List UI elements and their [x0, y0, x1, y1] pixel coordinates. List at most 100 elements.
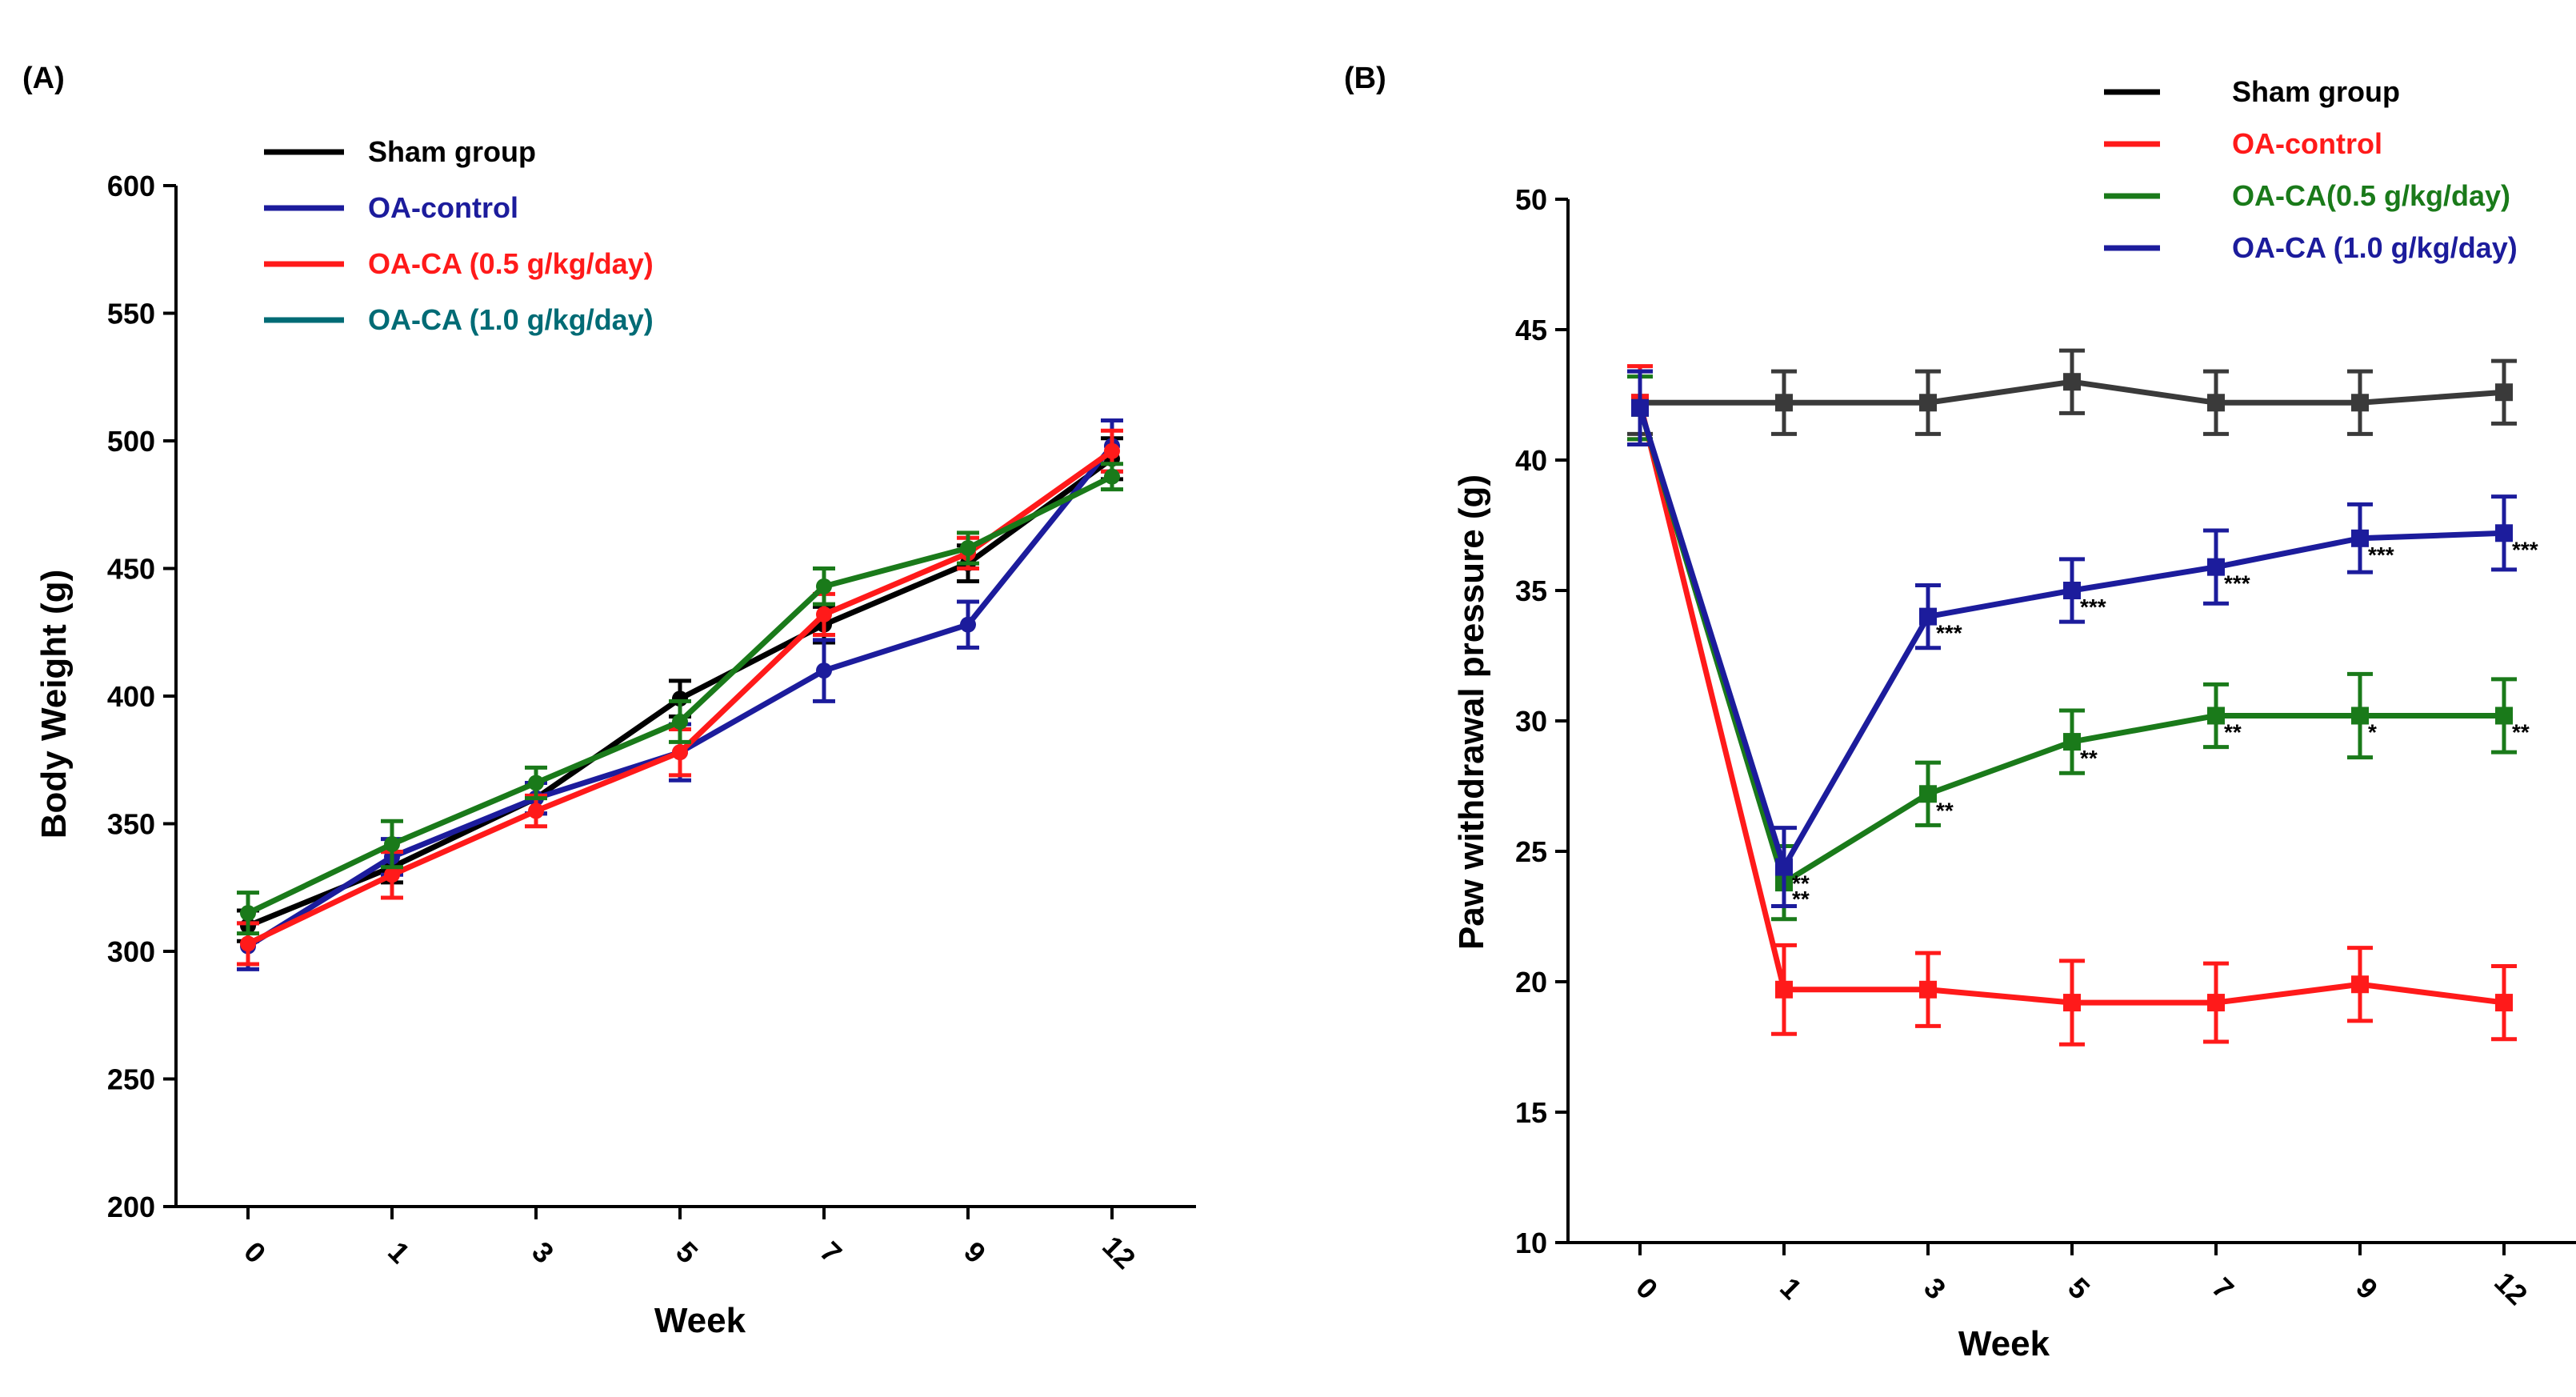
panel-a-x-tick-label: 0 — [238, 1235, 272, 1270]
panel-b-series-line — [1637, 406, 2504, 886]
panel-b-data-point — [2351, 707, 2369, 725]
panel-a-data-point — [240, 905, 256, 922]
panel-b-legend-label: OA-control — [2232, 127, 2382, 160]
panel-b-y-tick-label: 25 — [1515, 835, 1547, 868]
panel-a-y-tick-label: 600 — [107, 170, 155, 202]
panel-b-significance-label: ** — [2512, 719, 2530, 744]
panel-a-data-point — [1104, 468, 1120, 485]
panel-b-significance-label: *** — [2512, 537, 2538, 562]
panel-b-x-tick-label: 12 — [2488, 1266, 2534, 1311]
panel-a-x-tick-label: 7 — [814, 1235, 848, 1270]
panel-b-significance-label: ** — [1936, 798, 1954, 823]
panel-b-data-point — [2063, 582, 2081, 599]
panel-b-data-point — [1919, 785, 1937, 803]
panel-a-data-point — [816, 578, 832, 594]
panel-a-legend-label: OA-CA (1.0 g/kg/day) — [368, 303, 654, 336]
panel-b-x-tick-label: 0 — [1630, 1271, 1664, 1306]
panel-a-legend-label: OA-control — [368, 191, 518, 224]
panel-a-y-tick-label: 500 — [107, 425, 155, 458]
panel-a-data-point — [960, 616, 976, 633]
panel-b-data-point — [1775, 394, 1793, 412]
panel-b-significance-label: *** — [2080, 594, 2106, 619]
panel-b-significance-label: ** — [2080, 746, 2098, 771]
panel-b-data-point — [2351, 529, 2369, 547]
panel-a-data-point — [384, 836, 400, 853]
panel-b-data-point — [2351, 394, 2369, 412]
panel-b-data-point — [1631, 398, 1649, 417]
panel-b-data-point — [2495, 707, 2513, 725]
panel-b-y-axis-title: Paw withdrawal pressure (g) — [1452, 474, 1491, 950]
panel-a-y-tick-label: 350 — [107, 808, 155, 841]
panel-a-y-tick-label: 450 — [107, 553, 155, 586]
panel-a-data-point — [816, 662, 832, 679]
panel-a: (A) 200 250 300 350 400 450 500 550 600 0 1 3 5 7 9 12 Bo… — [22, 62, 1196, 1340]
panel-b-series-oa-ca-0-5-g-kg-day: ******** * ** — [1627, 374, 2530, 922]
panel-a-y-axis-title: Body Weight (g) — [34, 570, 74, 839]
panel-b-data-point — [2207, 994, 2225, 1012]
panel-b-x-tick-label: 1 — [1774, 1271, 1808, 1306]
panel-a-label: (A) — [22, 62, 65, 95]
panel-b-y-tick-label: 35 — [1515, 574, 1547, 607]
panel-b-data-point — [2063, 994, 2081, 1012]
panel-b-data-point — [1919, 607, 1937, 626]
panel-b-significance-label: ** — [2224, 719, 2242, 744]
panel-b-legend-label: Sham group — [2232, 75, 2400, 108]
panel-a-legend-label: Sham group — [368, 135, 536, 168]
panel-b-y-tick-label: 40 — [1515, 444, 1547, 477]
panel-b-series-oa-control — [1627, 364, 2517, 1047]
panel-a-series-oa-ca-1-0-g-kg-day — [237, 462, 1123, 936]
panel-b-series-line — [1637, 406, 2505, 871]
panel-b-significance-label: * — [2368, 719, 2377, 744]
panel-a-x-tick-label: 1 — [382, 1235, 416, 1270]
panel-a-y-tick-label: 200 — [107, 1191, 155, 1223]
panel-a-legend-label: OA-CA (0.5 g/kg/day) — [368, 247, 654, 280]
panel-b-label: (B) — [1344, 62, 1386, 95]
panel-b-data-point — [1919, 394, 1937, 412]
panel-a-data-point — [528, 803, 544, 819]
panel-b-data-point — [1919, 980, 1937, 999]
panel-a-y-tick-label: 250 — [107, 1063, 155, 1096]
panel-b-y-tick-label: 30 — [1515, 705, 1547, 738]
panel-b-data-point — [2207, 558, 2225, 576]
panel-b-data-point — [2495, 383, 2513, 402]
panel-b-x-tick-label: 3 — [1918, 1271, 1952, 1306]
panel-a-data-point — [240, 935, 256, 952]
panel-b-y-tick-label: 50 — [1515, 183, 1547, 216]
panel-b-series-oa-ca-1-0-g-kg-day: ************** *** — [1627, 369, 2538, 908]
panel-b-data-point — [2063, 373, 2081, 391]
panel-b-significance-label: ** — [1792, 871, 1810, 896]
panel-b-data-point — [2063, 733, 2081, 751]
panel-b-data-point — [2351, 975, 2369, 994]
panel-a-legend: Sham group OA-control OA-CA (0.5 g/kg/day)… — [264, 135, 654, 336]
panel-b-significance-label: *** — [2224, 571, 2250, 596]
panel-a-y-tick-label: 550 — [107, 298, 155, 330]
panel-a-x-tick-label: 9 — [958, 1235, 992, 1270]
panel-a-data-point — [960, 539, 976, 556]
panel-b-series-line — [1637, 402, 2505, 1006]
panel-b-data-point — [2207, 394, 2225, 412]
panel-b-legend-label: OA-CA(0.5 g/kg/day) — [2232, 179, 2510, 212]
panel-a-data-point — [384, 867, 400, 883]
panel-b-significance-label: *** — [2368, 542, 2394, 567]
panel-b-y-tick-label: 15 — [1515, 1096, 1547, 1129]
panel-b-significance-label: *** — [1936, 621, 1962, 646]
panel-b-legend-label: OA-CA (1.0 g/kg/day) — [2232, 231, 2518, 264]
panel-a-y-tick-label: 400 — [107, 680, 155, 713]
panel-b-data-point — [2207, 707, 2225, 725]
panel-a-y-tick-label: 300 — [107, 935, 155, 968]
panel-a-data-point — [1104, 442, 1120, 459]
panel-b-x-tick-label: 9 — [2350, 1271, 2384, 1306]
panel-b-data-point — [1775, 858, 1793, 876]
panel-a-data-point — [528, 775, 544, 791]
panel-a-data-point — [672, 744, 688, 761]
panel-b-legend: Sham group OA-control OA-CA(0.5 g/kg/day) O… — [2104, 75, 2518, 264]
panel-b-data-point — [2495, 994, 2513, 1012]
panel-b-series-sham-group — [1627, 348, 2517, 436]
panel-a-x-tick-label: 3 — [526, 1235, 560, 1270]
panel-b-x-tick-label: 7 — [2206, 1271, 2240, 1306]
panel-b-data-point — [1775, 980, 1793, 999]
panel-a-x-tick-label: 5 — [670, 1235, 704, 1270]
